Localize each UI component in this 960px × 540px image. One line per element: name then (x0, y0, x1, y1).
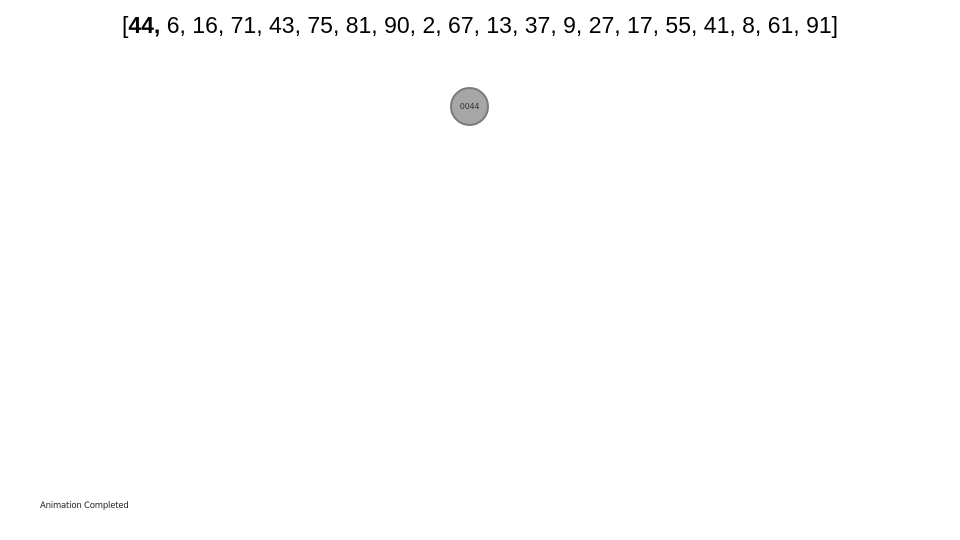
array-close-bracket: ] (831, 12, 839, 38)
array-remaining-elements: 6, 16, 71, 43, 75, 81, 90, 2, 67, 13, 37… (160, 12, 832, 38)
array-display: [44, 6, 16, 71, 43, 75, 81, 90, 2, 67, 1… (0, 10, 960, 40)
tree-root-node-label: 0044 (459, 102, 480, 111)
array-current-element: 44, (128, 12, 161, 38)
array-open-bracket: [ (121, 12, 129, 38)
tree-root-node: 0044 (450, 87, 489, 126)
animation-status-text: Animation Completed (40, 501, 129, 511)
